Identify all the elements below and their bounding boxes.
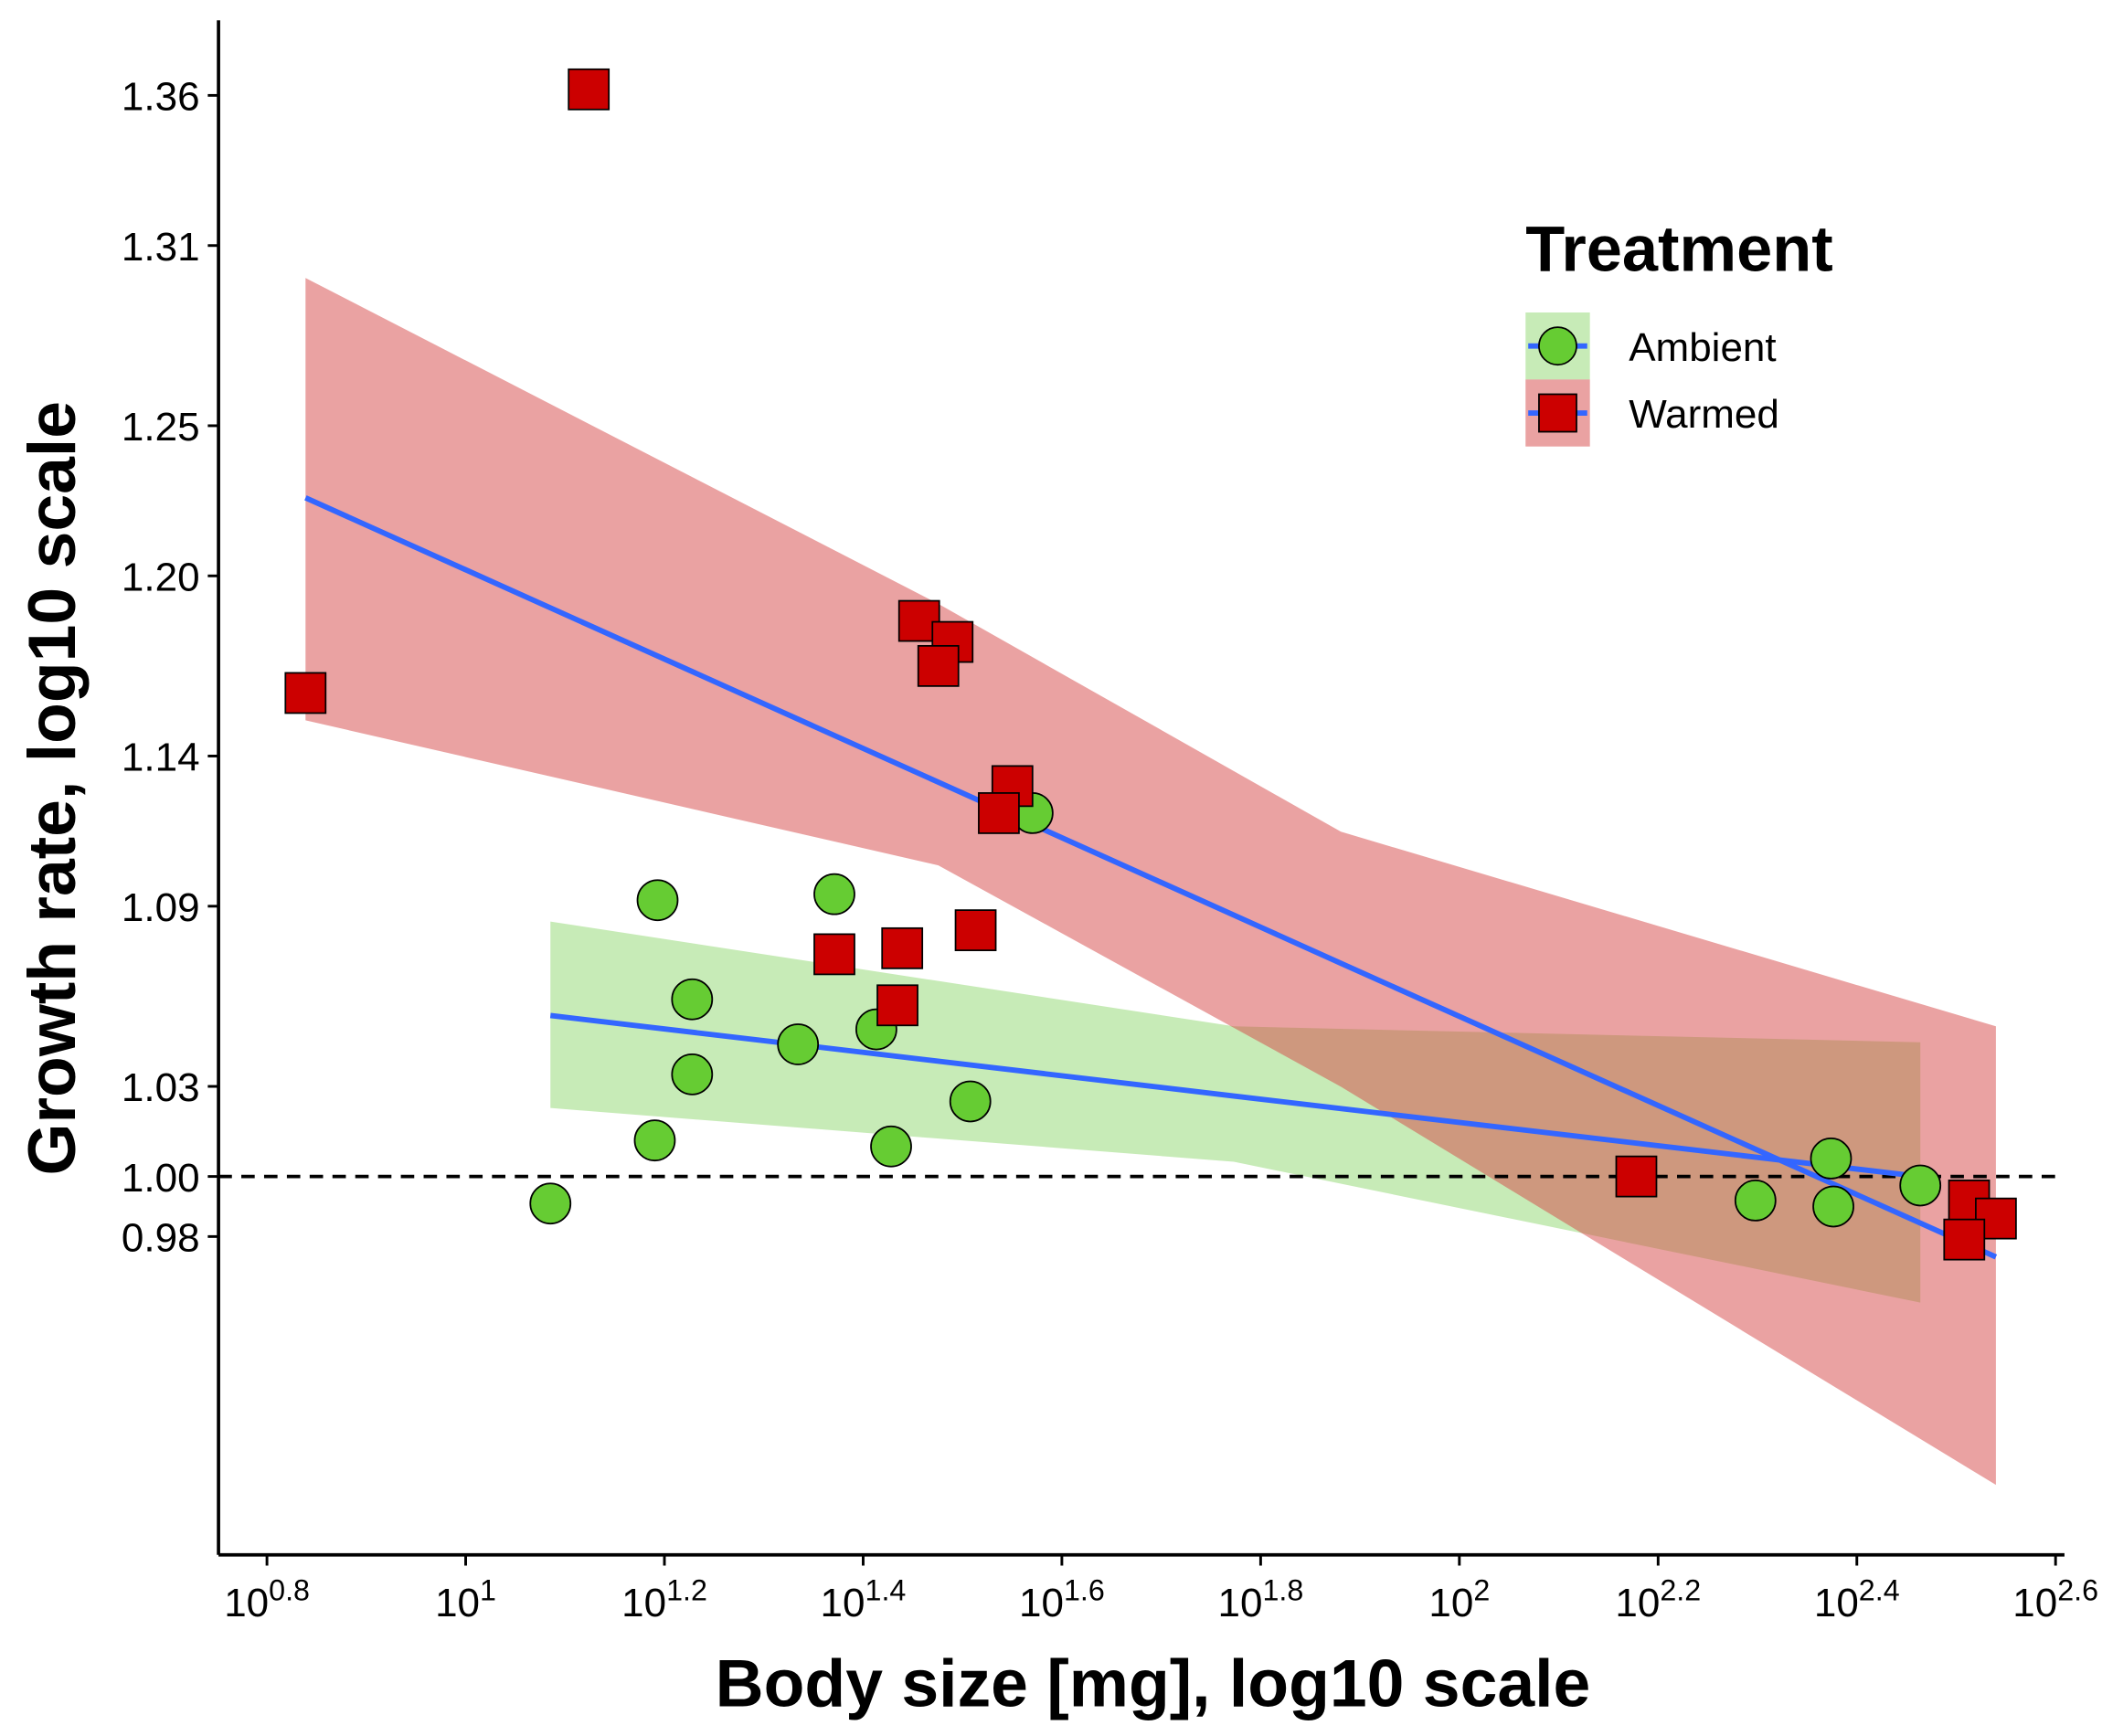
y-tick-label: 1.09 xyxy=(122,885,200,930)
legend-title: Treatment xyxy=(1525,213,1832,285)
point xyxy=(813,873,855,916)
point xyxy=(1615,1155,1658,1198)
point xyxy=(568,68,610,111)
point xyxy=(529,1182,572,1225)
point xyxy=(777,1023,820,1065)
point xyxy=(671,978,714,1021)
point xyxy=(636,879,679,922)
x-tick-label: 102.6 xyxy=(2012,1574,2098,1626)
point xyxy=(813,933,855,976)
point xyxy=(1812,1185,1854,1228)
y-tick-label: 1.20 xyxy=(122,555,200,599)
point xyxy=(949,1080,992,1123)
legend-marker xyxy=(1538,393,1577,433)
x-tick-label: 101 xyxy=(435,1574,496,1626)
point xyxy=(954,909,997,951)
x-tick-label: 100.8 xyxy=(224,1574,310,1626)
y-tick-label: 1.31 xyxy=(122,225,200,270)
x-tick-label: 101.4 xyxy=(821,1574,907,1626)
fit-line xyxy=(304,495,1998,1260)
x-tick-label: 102.2 xyxy=(1615,1574,1701,1626)
y-tick-label: 1.36 xyxy=(122,75,200,120)
point xyxy=(1943,1218,1986,1261)
confidence-band xyxy=(305,278,1996,1486)
point xyxy=(881,926,924,969)
point xyxy=(1899,1164,1942,1207)
legend-label: Warmed xyxy=(1629,392,1779,437)
y-tick-label: 1.03 xyxy=(122,1065,200,1110)
x-tick-label: 102.4 xyxy=(1814,1574,1900,1626)
legend-marker xyxy=(1538,326,1577,366)
point xyxy=(284,672,327,715)
point xyxy=(870,1125,912,1168)
x-tick-label: 101.2 xyxy=(621,1574,707,1626)
point xyxy=(633,1119,676,1162)
point xyxy=(1810,1138,1853,1180)
x-tick-label: 102 xyxy=(1428,1574,1490,1626)
point xyxy=(978,792,1020,834)
point xyxy=(876,984,918,1027)
point xyxy=(917,644,960,687)
x-tick-label: 101.6 xyxy=(1019,1574,1105,1626)
y-tick-label: 0.98 xyxy=(122,1215,200,1260)
x-tick-label: 101.8 xyxy=(1217,1574,1303,1626)
point xyxy=(1734,1180,1777,1222)
y-tick-label: 1.14 xyxy=(122,736,200,780)
legend-label: Ambient xyxy=(1629,325,1776,370)
y-axis-title: Growth rate, log10 scale xyxy=(15,401,90,1176)
y-tick-label: 1.25 xyxy=(122,405,200,450)
x-axis-title: Body size [mg], log10 scale xyxy=(716,1646,1591,1721)
y-tick-label: 1.00 xyxy=(122,1156,200,1201)
point xyxy=(671,1053,714,1096)
